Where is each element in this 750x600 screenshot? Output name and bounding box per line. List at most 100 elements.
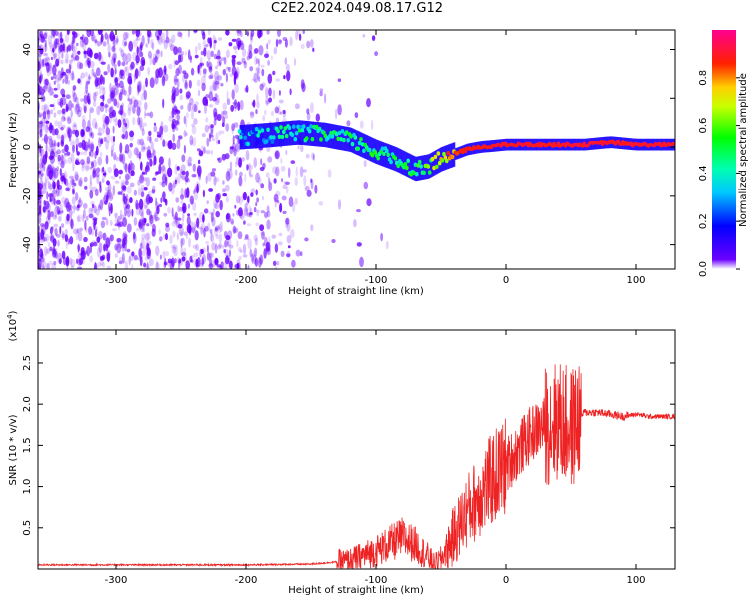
noise-speck xyxy=(77,215,80,223)
noise-speck xyxy=(217,75,222,81)
trace-point xyxy=(580,144,585,148)
noise-speck xyxy=(48,41,53,48)
noise-speck xyxy=(66,182,71,192)
noise-speck xyxy=(83,203,88,209)
noise-speck xyxy=(116,35,119,45)
noise-speck xyxy=(119,214,125,220)
noise-speck xyxy=(71,40,74,52)
noise-speck xyxy=(58,45,61,54)
noise-speck xyxy=(225,66,230,71)
noise-speck xyxy=(265,50,269,58)
noise-speck xyxy=(196,165,202,177)
trace-halo xyxy=(287,121,289,146)
noise-speck xyxy=(291,259,296,268)
noise-speck xyxy=(191,123,195,128)
noise-speck xyxy=(139,65,145,72)
noise-speck xyxy=(54,227,58,237)
noise-speck xyxy=(180,51,185,56)
noise-speck xyxy=(238,157,243,168)
noise-speck xyxy=(225,30,230,36)
noise-speck xyxy=(187,213,191,217)
noise-speck xyxy=(221,57,225,61)
noise-speck xyxy=(180,105,184,110)
noise-speck xyxy=(186,159,190,164)
noise-speck xyxy=(100,36,103,45)
trace-point xyxy=(599,140,604,144)
trace-halo xyxy=(431,152,434,177)
noise-speck xyxy=(222,110,228,115)
noise-speck xyxy=(100,33,104,43)
noise-speck xyxy=(229,218,234,225)
noise-speck xyxy=(152,177,157,181)
noise-speck xyxy=(65,239,69,250)
noise-speck xyxy=(214,37,217,42)
noise-speck xyxy=(132,39,138,48)
noise-speck xyxy=(65,68,70,74)
noise-speck xyxy=(144,102,148,111)
noise-speck xyxy=(177,205,181,213)
noise-speck xyxy=(204,124,209,133)
trace-point xyxy=(344,130,349,135)
noise-speck xyxy=(314,184,318,194)
noise-speck xyxy=(67,127,70,139)
noise-speck xyxy=(306,40,311,49)
noise-speck xyxy=(105,132,111,144)
noise-speck xyxy=(102,87,106,97)
noise-speck xyxy=(67,79,70,85)
trace-halo xyxy=(436,149,438,175)
noise-speck xyxy=(272,166,278,175)
noise-speck xyxy=(265,172,270,178)
noise-speck xyxy=(88,226,93,235)
trace-point xyxy=(246,141,250,147)
noise-speck xyxy=(48,86,53,96)
trace-halo xyxy=(301,120,304,145)
noise-speck xyxy=(219,221,224,233)
noise-speck xyxy=(89,143,95,152)
noise-speck xyxy=(93,241,98,247)
noise-speck xyxy=(148,196,153,204)
noise-speck xyxy=(114,223,119,227)
noise-speck xyxy=(59,211,63,216)
trace-point xyxy=(430,156,435,162)
noise-speck xyxy=(253,234,258,242)
noise-speck xyxy=(237,207,243,217)
noise-speck xyxy=(136,106,141,117)
noise-speck xyxy=(70,110,73,118)
colorbar-ticks: 0.00.20.40.60.8 xyxy=(698,70,740,277)
noise-speck xyxy=(267,177,271,184)
noise-speck xyxy=(286,222,291,232)
noise-speck xyxy=(40,74,43,82)
noise-speck xyxy=(266,30,270,35)
noise-speck xyxy=(44,78,49,86)
trace-halo xyxy=(326,123,329,148)
noise-speck xyxy=(199,248,202,258)
noise-speck xyxy=(260,183,265,189)
noise-speck xyxy=(208,263,214,269)
trace-halo xyxy=(334,124,336,149)
trace-point xyxy=(629,141,634,145)
noise-speck xyxy=(272,260,277,266)
noise-speck xyxy=(173,74,178,86)
y-tick-label: 1.0 xyxy=(22,479,33,495)
trace-halo xyxy=(411,154,413,180)
noise-speck xyxy=(88,207,94,215)
noise-speck xyxy=(42,184,47,194)
trace-halo xyxy=(263,123,265,148)
noise-speck xyxy=(80,159,85,166)
noise-speck xyxy=(38,225,41,235)
noise-speck xyxy=(91,203,95,209)
noise-speck xyxy=(146,30,149,38)
noise-speck xyxy=(249,164,254,171)
noise-speck xyxy=(105,218,109,226)
noise-speck xyxy=(133,254,138,261)
noise-speck xyxy=(107,182,112,194)
noise-speck xyxy=(127,149,133,159)
noise-speck xyxy=(245,207,249,213)
noise-speck xyxy=(99,139,104,145)
noise-speck xyxy=(131,208,134,217)
noise-speck xyxy=(155,262,160,269)
noise-speck xyxy=(96,41,102,47)
noise-speck xyxy=(156,35,160,41)
noise-speck xyxy=(184,51,187,56)
noise-speck xyxy=(214,93,218,101)
